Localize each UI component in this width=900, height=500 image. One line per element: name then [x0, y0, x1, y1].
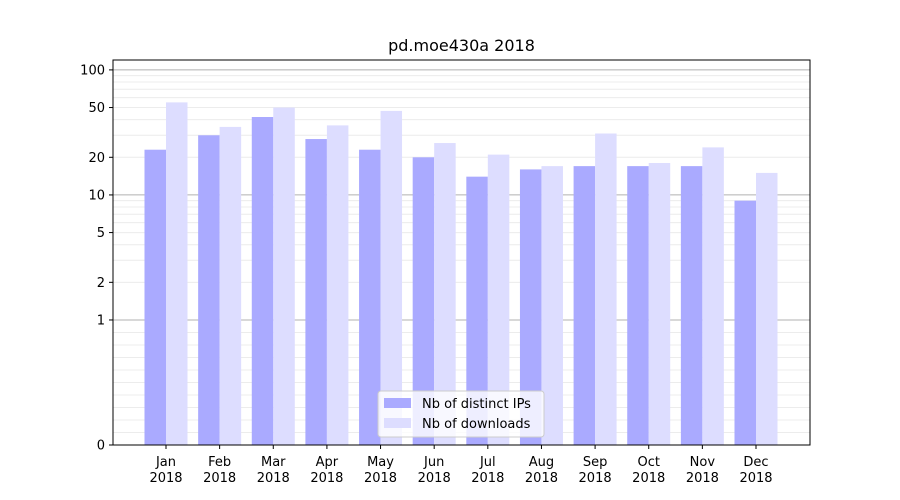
legend-swatch	[384, 418, 411, 428]
bar-ips-jul	[466, 176, 488, 445]
bar-downloads-may	[380, 110, 403, 445]
legend-label: Nb of downloads	[422, 417, 531, 432]
bar-downloads-mar	[273, 107, 295, 446]
y-tick-label: 0	[97, 439, 105, 454]
x-tick-label-month: Jul	[479, 455, 496, 470]
x-tick-label-month: Sep	[583, 455, 608, 470]
x-tick-label-year: 2018	[632, 471, 665, 486]
x-tick-label-year: 2018	[203, 471, 236, 486]
legend-box	[377, 390, 545, 438]
x-tick-label-year: 2018	[149, 471, 182, 486]
x-tick-label-year: 2018	[739, 471, 772, 486]
x-tick-label-month: Aug	[529, 455, 554, 470]
y-tick-label: 100	[80, 63, 105, 78]
bar-downloads-jan	[166, 102, 188, 445]
y-tick-label: 2	[97, 276, 105, 291]
bar-ips-jun	[412, 157, 435, 445]
x-tick-label-year: 2018	[310, 471, 343, 486]
bar-downloads-aug	[541, 166, 563, 445]
x-axis: Jan2018Feb2018Mar2018Apr2018May2018Jun20…	[149, 445, 773, 486]
bar-downloads-oct	[648, 163, 671, 445]
y-axis: 0 1 2 5 10 20 50 100	[80, 63, 113, 454]
x-tick-label-year: 2018	[686, 471, 719, 486]
x-tick-label-month: Jan	[155, 455, 176, 470]
bar-ips-nov	[680, 166, 703, 445]
x-tick-label-year: 2018	[418, 471, 451, 486]
x-tick-label-month: Mar	[261, 455, 286, 470]
bar-downloads-nov	[702, 147, 724, 446]
x-tick-label-year: 2018	[471, 471, 504, 486]
bar-downloads-apr	[326, 125, 349, 445]
bar-ips-may	[359, 149, 381, 446]
legend-label: Nb of distinct IPs	[422, 397, 531, 412]
bar-ips-dec	[734, 200, 756, 445]
x-tick-label-year: 2018	[364, 471, 397, 486]
bar-ips-apr	[305, 139, 327, 445]
y-tick-label: 20	[88, 151, 105, 166]
bar-ips-aug	[519, 169, 542, 445]
bar-downloads-jul	[487, 154, 510, 446]
y-tick-label: 5	[97, 226, 105, 241]
x-tick-label-month: May	[367, 455, 394, 470]
bar-downloads-dec	[756, 172, 778, 445]
bar-ips-feb	[198, 135, 220, 445]
bar-ips-jan	[144, 149, 166, 446]
x-tick-label-month: Oct	[637, 455, 659, 470]
x-tick-label-year: 2018	[525, 471, 558, 486]
x-tick-label-year: 2018	[579, 471, 612, 486]
plot-frame	[112, 59, 811, 446]
x-tick-label-month: Jun	[423, 455, 444, 470]
bar-downloads-feb	[219, 126, 242, 446]
chart-title: pd.moe430a 2018	[388, 36, 535, 55]
bar-downloads-jun	[434, 143, 456, 445]
bar-ips-oct	[627, 166, 649, 445]
x-tick-label-month: Dec	[743, 455, 768, 470]
legend-swatch	[384, 398, 411, 408]
x-tick-label-month: Apr	[316, 455, 339, 470]
x-tick-label-month: Nov	[690, 455, 716, 470]
y-tick-label: 1	[97, 313, 105, 328]
legend: Nb of distinct IPs Nb of downloads	[377, 390, 545, 438]
x-tick-label-month: Feb	[208, 455, 231, 470]
x-tick-label-year: 2018	[257, 471, 290, 486]
y-tick-label: 50	[88, 101, 105, 116]
bar-downloads-sep	[595, 133, 617, 445]
bar-ips-mar	[251, 117, 274, 445]
y-tick-label: 10	[88, 188, 105, 203]
bar-ips-sep	[573, 166, 596, 445]
bars	[144, 102, 778, 446]
